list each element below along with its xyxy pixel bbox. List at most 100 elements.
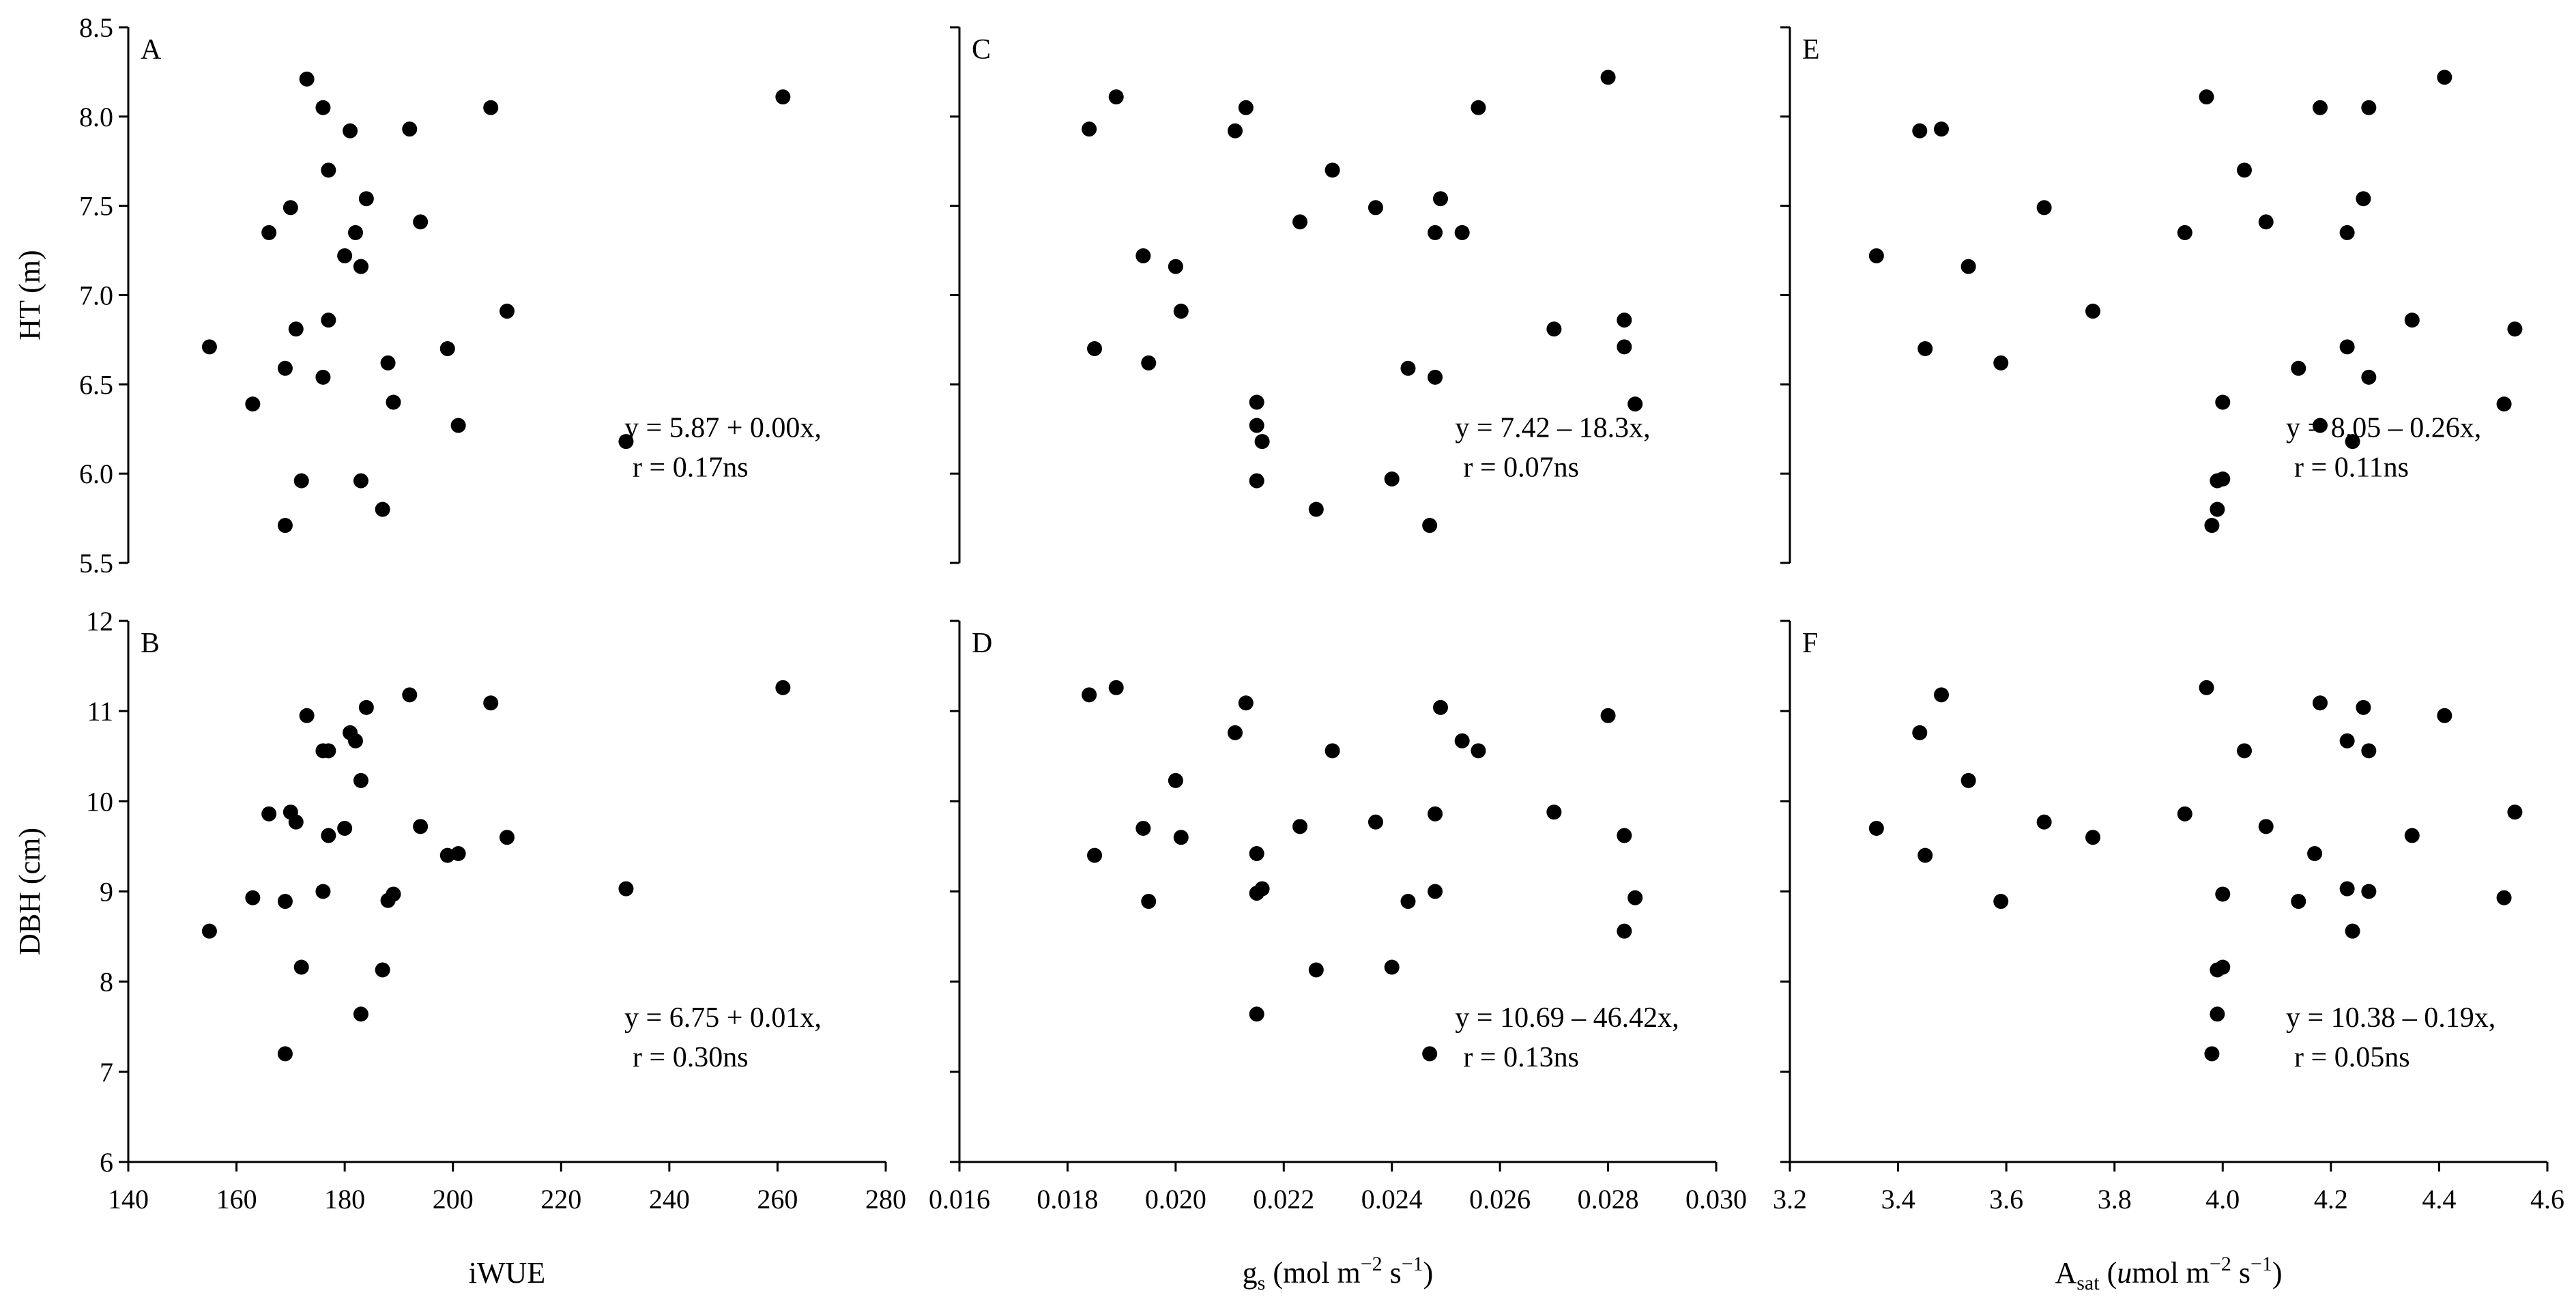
data-point <box>1912 725 1928 740</box>
data-point <box>1292 819 1308 834</box>
data-point <box>1917 341 1933 356</box>
data-point <box>2404 828 2420 843</box>
data-point <box>2210 1006 2225 1022</box>
data-point <box>2361 100 2377 115</box>
x-axis-title-asat: Asat (umol m−2 s−1) <box>2055 1253 2282 1294</box>
data-point <box>1135 820 1151 836</box>
data-point <box>1600 708 1616 723</box>
data-point <box>2307 845 2323 861</box>
data-point <box>1428 369 1443 385</box>
data-point <box>1367 814 1383 830</box>
x-tick-label: 0.022 <box>1253 1184 1314 1215</box>
data-point <box>277 894 293 910</box>
x-tick-label: 4.2 <box>2314 1184 2348 1215</box>
data-point <box>2437 708 2452 723</box>
x-axis-title-iwue: iWUE <box>469 1256 545 1290</box>
data-point <box>1173 830 1189 845</box>
data-point <box>2345 434 2360 450</box>
data-point <box>618 881 634 897</box>
data-point <box>2177 806 2193 822</box>
y-tick-label: 8.5 <box>79 12 113 43</box>
data-point <box>1384 471 1400 487</box>
data-point <box>1141 355 1157 370</box>
data-point <box>343 123 358 139</box>
regression-annotation: r = 0.07ns <box>1463 452 1579 484</box>
regression-annotation: r = 0.30ns <box>633 1042 749 1073</box>
data-point <box>2237 162 2252 178</box>
regression-annotation: y = 8.05 – 0.26x, <box>2286 413 2481 444</box>
data-point <box>1173 304 1189 319</box>
data-point <box>1227 725 1243 740</box>
data-point <box>1135 248 1151 263</box>
x-tick-label: 220 <box>540 1184 581 1215</box>
data-point <box>1422 1046 1438 1062</box>
y-tick-label: 8 <box>100 967 113 998</box>
x-tick-label: 140 <box>108 1184 149 1215</box>
data-point <box>775 680 791 695</box>
data-point <box>358 191 374 207</box>
y-tick-label: 9 <box>100 877 113 907</box>
data-point <box>2339 339 2355 355</box>
data-point <box>1617 313 1632 328</box>
panel-letter: B <box>141 628 160 659</box>
x-tick-label: 0.024 <box>1361 1184 1423 1215</box>
data-point <box>348 224 363 240</box>
x-tick-label: 3.4 <box>1881 1184 1915 1215</box>
regression-annotation: y = 5.87 + 0.00x, <box>624 413 822 444</box>
data-point <box>1454 733 1470 749</box>
panel-c: Cy = 7.42 – 18.3x, r = 0.07ns <box>950 26 1651 564</box>
data-point <box>2258 819 2274 834</box>
x-tick-label: 160 <box>216 1184 257 1215</box>
x-tick-label: 3.6 <box>1989 1184 2023 1215</box>
data-point <box>1400 894 1416 910</box>
data-point <box>483 100 499 115</box>
x-tick-label: 0.030 <box>1685 1184 1747 1215</box>
x-tick-label: 0.028 <box>1578 1184 1639 1215</box>
data-point <box>315 369 331 385</box>
data-point <box>2237 743 2252 759</box>
data-point <box>1238 100 1254 115</box>
data-point <box>1960 259 1976 274</box>
x-tick-label: 0.026 <box>1469 1184 1531 1215</box>
data-point <box>1600 70 1616 85</box>
data-point <box>2361 884 2377 899</box>
data-point <box>1546 804 1562 820</box>
data-point <box>201 923 217 939</box>
data-point <box>261 224 277 240</box>
data-point <box>1868 248 1884 263</box>
data-point <box>1960 772 1976 788</box>
data-point <box>402 687 418 703</box>
data-point <box>1238 695 1254 711</box>
y-axis-title-dbh: DBH (cm) <box>13 828 46 955</box>
data-point <box>321 313 336 328</box>
x-tick-label: 280 <box>865 1184 906 1215</box>
x-tick-label: 3.8 <box>2098 1184 2132 1215</box>
data-point <box>402 121 418 137</box>
data-point <box>1428 884 1443 899</box>
data-point <box>1087 847 1103 863</box>
panel-letter: E <box>1802 34 1820 66</box>
data-point <box>1868 820 1884 836</box>
data-point <box>2313 100 2328 115</box>
data-point <box>1249 394 1264 410</box>
data-point <box>2345 923 2360 939</box>
data-point <box>1546 321 1562 337</box>
data-point <box>288 321 304 337</box>
data-point <box>1433 699 1449 715</box>
y-tick-label: 7 <box>100 1057 113 1088</box>
data-point <box>1428 224 1443 240</box>
data-point <box>283 200 298 216</box>
regression-annotation: r = 0.13ns <box>1463 1042 1579 1073</box>
panel-letter: A <box>141 34 162 66</box>
data-point <box>1108 680 1124 695</box>
data-point <box>500 830 515 845</box>
x-tick-label: 4.6 <box>2530 1184 2564 1215</box>
x-tick-label: 0.020 <box>1145 1184 1206 1215</box>
data-point <box>2085 830 2100 845</box>
data-point <box>450 845 466 861</box>
data-point <box>1627 890 1643 905</box>
data-point <box>293 473 309 489</box>
data-point <box>245 890 261 905</box>
x-axis-title-gs: gs (mol m−2 s−1) <box>1243 1253 1434 1294</box>
data-point <box>1168 259 1183 274</box>
